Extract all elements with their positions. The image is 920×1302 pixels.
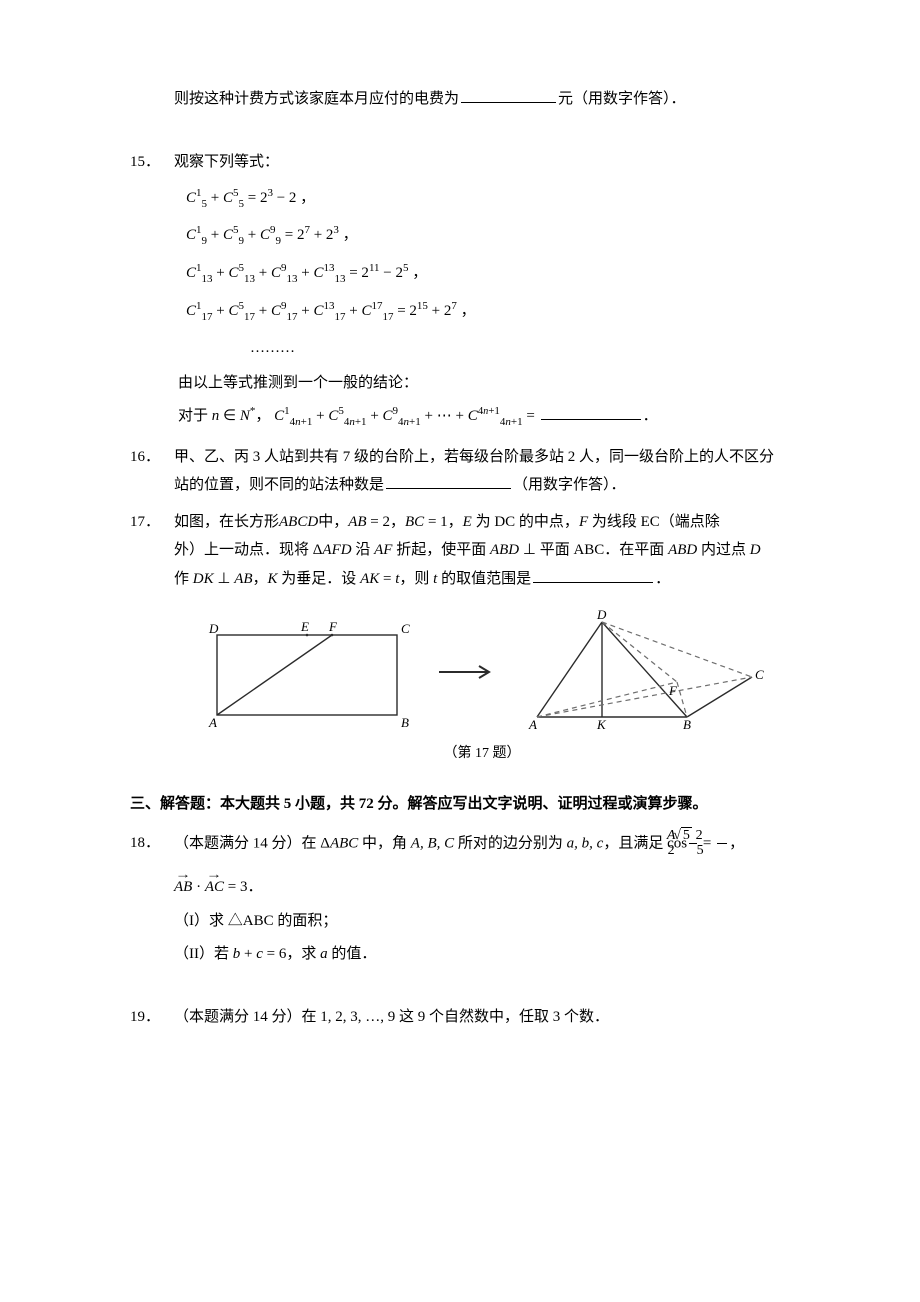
q15-eq-4: C117 + C517 + C917 + C1317 + C1717 = 215…	[130, 296, 790, 328]
q18-number: 18．	[130, 829, 174, 858]
q15-eq-2: C19 + C59 + C99 = 27 + 23 ，	[130, 220, 790, 252]
q17-figure: D E F C A B	[174, 607, 790, 768]
q17-fig-label: （第 17 题）	[444, 741, 521, 768]
svg-text:E: E	[300, 619, 309, 634]
svg-text:D: D	[208, 621, 219, 636]
q16-text-b: 站的位置，则不同的站法种数是	[174, 477, 384, 493]
q17-fig-left: D E F C A B	[197, 615, 417, 730]
q14-blank	[461, 88, 556, 103]
q17-arrow-icon	[437, 662, 497, 682]
q18: 18．（本题满分 14 分）在 ΔABC 中，角 A, B, C 所对的边分别为…	[130, 829, 790, 859]
q15-eq-3: C113 + C513 + C913 + C1313 = 211 − 25 ，	[130, 258, 790, 290]
q16-blank	[386, 474, 511, 489]
svg-text:F: F	[668, 683, 678, 698]
svg-text:B: B	[401, 715, 409, 730]
q16-number: 16．	[130, 443, 174, 472]
svg-text:C: C	[401, 621, 410, 636]
q19-points: （本题满分 14 分）	[174, 1009, 302, 1025]
section-3-heading: 三、解答题：本大题共 5 小题，共 72 分。解答应写出文字说明、证明过程或演算…	[130, 790, 790, 819]
q14-text-after: 元（用数字作答）．	[558, 91, 686, 107]
svg-text:B: B	[683, 717, 691, 732]
svg-text:A: A	[208, 715, 217, 730]
q17-fig-right: A K B D C F	[517, 607, 767, 737]
q17-blank	[533, 568, 653, 583]
q16-line2: 站的位置，则不同的站法种数是 （用数字作答）．	[130, 471, 790, 500]
q17-line2: 外）上一动点．现将 ΔAFD 沿 AF 折起，使平面 ABD ⊥ 平面 ABC．…	[130, 536, 790, 565]
q14-text-before: 则按这种计费方式该家庭本月应付的电费为	[174, 91, 459, 107]
q16-text-a: 甲、乙、丙 3 人站到共有 7 级的台阶上，若每级台阶最多站 2 人，同一级台阶…	[174, 449, 774, 465]
q15-forn-pre: 对于	[178, 408, 208, 424]
q17-number: 17．	[130, 508, 174, 537]
q15-blank	[541, 405, 641, 420]
q17: 17．如图，在长方形ABCD中，AB = 2，BC = 1，E 为 DC 的中点…	[130, 508, 790, 537]
q19-number: 19．	[130, 1003, 174, 1032]
svg-text:D: D	[596, 607, 607, 622]
svg-text:F: F	[328, 619, 338, 634]
q18-line2: AB · AC = 3．	[130, 873, 790, 902]
svg-text:C: C	[755, 667, 764, 682]
q16: 16．甲、乙、丙 3 人站到共有 7 级的台阶上，若每级台阶最多站 2 人，同一…	[130, 443, 790, 472]
q15-eq-1: C15 + C55 = 23 − 2 ，	[130, 183, 790, 215]
q15-general: 对于 n ∈ N*， C14n+1 + C54n+1 + C94n+1 + ⋯ …	[130, 401, 790, 433]
q15-intro: 观察下列等式：	[174, 154, 279, 170]
q18-part1: （I）求 △ABC 的面积；	[130, 907, 790, 936]
svg-text:A: A	[528, 717, 537, 732]
q18-part2: （II）若 b + c = 6，求 a 的值．	[130, 940, 790, 969]
q19-text: 在 1, 2, 3, …, 9 这 9 个自然数中，任取 3 个数．	[302, 1009, 610, 1025]
q15: 15．观察下列等式：	[130, 148, 790, 177]
q15-dots: ………	[130, 334, 790, 363]
q16-text-c: （用数字作答）．	[513, 477, 626, 493]
q17-line3: 作 DK ⊥ AB，K 为垂足．设 AK = t，则 t 的取值范围是．	[130, 565, 790, 594]
q19: 19．（本题满分 14 分）在 1, 2, 3, …, 9 这 9 个自然数中，…	[130, 1003, 790, 1032]
q18-points: （本题满分 14 分）	[174, 835, 302, 851]
q15-number: 15．	[130, 148, 174, 177]
q14-continuation: 则按这种计费方式该家庭本月应付的电费为 元（用数字作答）．	[130, 85, 790, 114]
svg-text:K: K	[596, 717, 607, 732]
q15-conclusion-line: 由以上等式推测到一个一般的结论：	[130, 369, 790, 398]
